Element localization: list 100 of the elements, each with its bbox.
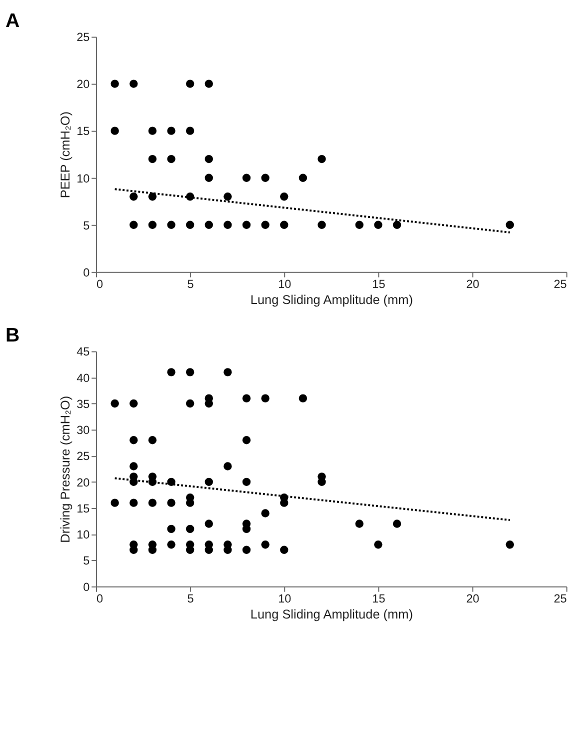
point	[167, 154, 176, 164]
point	[167, 524, 176, 534]
point	[148, 192, 157, 201]
x-tick-label: 20	[466, 592, 480, 606]
point	[204, 520, 213, 528]
point	[148, 436, 157, 444]
x-tick-label: 25	[554, 278, 568, 292]
point	[186, 399, 194, 408]
point	[318, 220, 326, 229]
point	[261, 174, 270, 182]
point	[392, 520, 402, 528]
y-tick-label: 5	[83, 554, 90, 568]
y-tick-label: 10	[76, 172, 90, 186]
point	[280, 220, 288, 229]
point	[280, 546, 288, 554]
point	[298, 174, 308, 182]
x-tick-label: 10	[278, 278, 292, 292]
y-tick-label: 25	[76, 450, 90, 464]
point	[506, 540, 514, 549]
point	[261, 220, 270, 229]
point	[242, 478, 251, 486]
point	[167, 540, 176, 549]
y-tick-label: 10	[76, 528, 90, 542]
point	[224, 368, 232, 376]
chart-title: B	[6, 324, 20, 346]
point	[242, 394, 251, 402]
point	[298, 394, 308, 402]
point	[261, 394, 270, 402]
point	[261, 509, 270, 518]
y-tick-label: 5	[83, 219, 90, 232]
point	[148, 126, 157, 135]
y-tick-label: 15	[76, 502, 90, 516]
x-tick-label: 20	[466, 278, 480, 292]
point	[204, 478, 213, 486]
x-tick-label: 0	[96, 278, 104, 292]
y-tick-label: 0	[83, 580, 90, 594]
point	[130, 192, 138, 201]
point	[186, 220, 194, 229]
point	[204, 220, 213, 229]
point	[242, 546, 251, 554]
x-axis-title: Lung Sliding Amplitude (mm)	[250, 606, 413, 622]
point	[374, 540, 382, 549]
y-axis-title: PEEP (cmH₂O)	[58, 111, 73, 198]
x-axis-title: Lung Sliding Amplitude (mm)	[250, 292, 413, 307]
y-tick-label: 20	[76, 78, 90, 92]
point	[186, 524, 194, 534]
y-tick-label: 45	[76, 346, 90, 359]
y-tick-label: 40	[76, 372, 90, 385]
point	[224, 462, 232, 470]
x-tick-label: 5	[187, 278, 194, 292]
point	[167, 126, 176, 135]
point	[280, 192, 288, 201]
y-tick-label: 0	[83, 266, 90, 280]
point	[130, 80, 138, 88]
x-tick-label: 0	[96, 592, 104, 606]
x-tick-label: 15	[372, 592, 386, 606]
y-tick-label: 20	[76, 476, 90, 490]
point	[130, 462, 138, 470]
point	[392, 220, 402, 229]
point	[148, 498, 157, 507]
point	[204, 80, 213, 88]
point	[242, 174, 251, 182]
point	[167, 498, 176, 507]
y-tick-label: 35	[76, 398, 90, 411]
point	[130, 399, 138, 408]
point	[148, 220, 157, 229]
point	[167, 220, 176, 229]
point	[204, 154, 213, 164]
point	[224, 192, 232, 201]
point	[167, 368, 176, 376]
point	[110, 80, 119, 88]
point	[242, 220, 251, 229]
x-tick-label: 15	[372, 278, 386, 292]
point	[110, 498, 119, 507]
x-tick-label: 5	[187, 592, 194, 606]
y-tick-label: 15	[76, 125, 90, 138]
y-axis-title: Driving Pressure (cmH₂O)	[58, 396, 73, 543]
point	[130, 220, 138, 229]
point	[242, 436, 251, 444]
point	[130, 436, 138, 444]
point	[110, 126, 119, 135]
y-tick-label: 30	[76, 424, 90, 438]
point	[261, 540, 270, 549]
point	[506, 220, 514, 229]
point	[355, 520, 364, 528]
point	[130, 498, 138, 507]
point	[186, 368, 194, 376]
point	[355, 220, 364, 229]
y-tick-label: 25	[76, 31, 90, 44]
point	[204, 174, 213, 182]
point	[186, 80, 194, 88]
point	[224, 220, 232, 229]
point	[148, 154, 157, 164]
point	[374, 220, 382, 229]
x-tick-label: 10	[278, 592, 292, 606]
point	[318, 154, 326, 164]
x-tick-label: 25	[554, 592, 568, 606]
point	[186, 126, 194, 135]
chart-title: A	[6, 10, 20, 32]
point	[110, 399, 119, 408]
